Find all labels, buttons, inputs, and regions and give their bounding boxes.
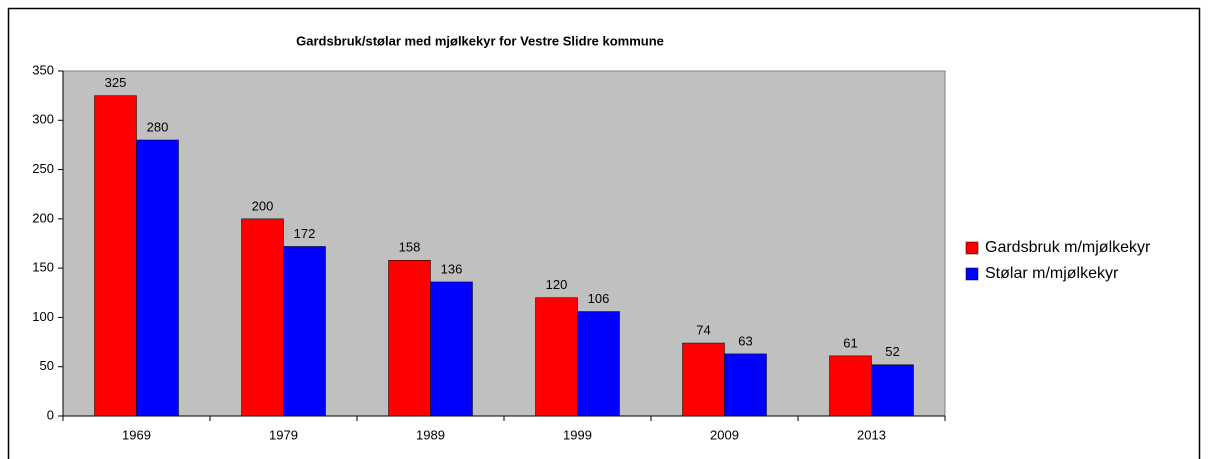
legend-label: Gardsbruk m/mjølkekyr: [985, 239, 1151, 256]
y-tick-label: 0: [47, 407, 54, 422]
y-tick-label: 100: [32, 309, 54, 324]
y-tick-label: 50: [40, 358, 54, 373]
value-label: 52: [885, 344, 899, 359]
value-label: 106: [588, 291, 610, 306]
y-tick-label: 350: [32, 62, 54, 77]
x-tick-label: 1979: [269, 427, 298, 442]
x-tick-label: 1969: [122, 427, 151, 442]
y-tick-label: 250: [32, 161, 54, 176]
value-label: 280: [147, 119, 169, 134]
legend-label: Stølar m/mjølkekyr: [985, 265, 1119, 282]
bar: [829, 355, 872, 417]
x-tick-label: 2013: [857, 427, 886, 442]
x-tick-label: 2009: [710, 427, 739, 442]
legend-swatch: [965, 267, 979, 281]
x-tick-label: 1999: [563, 427, 592, 442]
bar: [241, 218, 284, 417]
value-label: 120: [546, 277, 568, 292]
value-label: 325: [105, 75, 127, 90]
value-label: 63: [738, 333, 752, 348]
value-label: 172: [294, 226, 316, 241]
x-tick-label: 1989: [416, 427, 445, 442]
bar: [577, 311, 620, 417]
bar: [430, 281, 473, 417]
plot-area: [62, 70, 946, 417]
bar: [94, 95, 137, 417]
value-label: 200: [252, 198, 274, 213]
chart-title: Gardsbruk/stølar med mjølkekyr for Vestr…: [296, 33, 664, 48]
bar: [535, 297, 578, 417]
bar: [136, 139, 179, 417]
value-label: 61: [843, 335, 857, 350]
y-tick-label: 200: [32, 210, 54, 225]
bar: [871, 364, 914, 417]
value-label: 158: [399, 240, 421, 255]
legend-swatch: [965, 241, 979, 255]
value-label: 74: [696, 322, 710, 337]
value-label: 136: [441, 261, 463, 276]
y-tick-label: 150: [32, 260, 54, 275]
bar: [682, 342, 725, 417]
bar: [283, 246, 326, 417]
bar: [724, 353, 767, 417]
y-tick-label: 300: [32, 112, 54, 127]
bar: [388, 260, 431, 417]
